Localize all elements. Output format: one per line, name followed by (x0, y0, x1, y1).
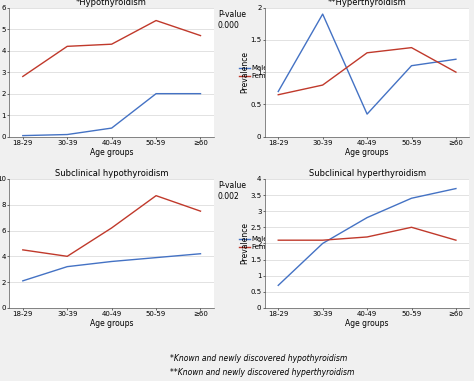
X-axis label: Age groups: Age groups (346, 147, 389, 157)
Text: **Known and newly discovered hyperthyroidism: **Known and newly discovered hyperthyroi… (170, 368, 355, 376)
Text: *Known and newly discovered hypothyroidism: *Known and newly discovered hypothyroidi… (170, 354, 347, 363)
Legend: Males, Females: Males, Females (238, 64, 282, 80)
Title: *Hypothyroidism: *Hypothyroidism (76, 0, 147, 7)
Text: P-value
0.002: P-value 0.002 (218, 181, 246, 201)
Title: Subclinical hypothyroidism: Subclinical hypothyroidism (55, 169, 168, 178)
Text: P-value
0.000: P-value 0.000 (218, 10, 246, 30)
X-axis label: Age groups: Age groups (90, 319, 133, 328)
X-axis label: Age groups: Age groups (346, 319, 389, 328)
X-axis label: Age groups: Age groups (90, 147, 133, 157)
Title: **Hyperthyroidism: **Hyperthyroidism (328, 0, 407, 7)
Legend: Males, Females: Males, Females (238, 235, 282, 252)
Y-axis label: Prevalence: Prevalence (240, 223, 249, 264)
Y-axis label: Prevalence: Prevalence (240, 51, 249, 93)
Title: Subclinical hyperthyroidism: Subclinical hyperthyroidism (309, 169, 426, 178)
